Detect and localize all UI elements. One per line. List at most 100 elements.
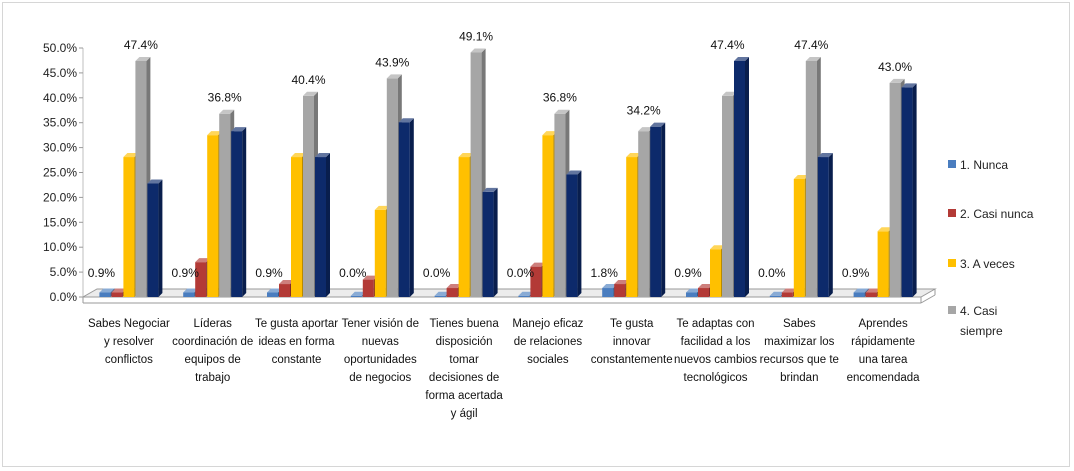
category-label: Sabes maximizar los recursos que te brindan — [760, 318, 839, 384]
data-label: 34.2% — [627, 104, 661, 118]
y-tick-label: 20.0% — [43, 190, 77, 204]
bar-front — [195, 262, 207, 297]
bar-top — [303, 91, 318, 96]
data-label: 0.9% — [674, 266, 702, 280]
bar-front — [470, 52, 482, 298]
bar-top — [650, 122, 666, 127]
data-label: 47.4% — [794, 38, 828, 52]
category-label-line: Sabes Negociar — [88, 318, 170, 330]
bar-top — [446, 284, 462, 289]
category-label-line: Te gusta aportar — [255, 318, 338, 330]
bar-top — [434, 291, 450, 296]
data-label: 36.8% — [208, 91, 242, 105]
legend-label: 3. A veces — [960, 257, 1015, 271]
data-label: 43.0% — [878, 60, 912, 74]
category-label-line: equipos de — [185, 354, 241, 366]
bar-front — [889, 82, 901, 297]
bar-front — [434, 295, 446, 297]
category-label-line: trabajo — [195, 372, 230, 384]
bar-top — [877, 227, 893, 232]
bar-top — [219, 109, 235, 114]
data-label: 0.9% — [255, 266, 283, 280]
bar-top — [805, 56, 821, 61]
category-label-line: encomendada — [847, 372, 920, 384]
bar-top — [901, 83, 917, 88]
bar-front — [698, 288, 709, 297]
category-label-line: coordinación de — [172, 336, 253, 348]
legend-swatch — [948, 306, 956, 314]
legend-swatch — [948, 259, 956, 267]
bar — [650, 122, 666, 298]
bar-top — [614, 280, 630, 285]
bar — [231, 127, 247, 297]
bar-top — [386, 74, 402, 79]
category-label: Tener visión de nuevas oportunidades de neg… — [342, 318, 419, 384]
category-label-line: rápidamente — [851, 336, 915, 348]
bar-front — [853, 292, 865, 297]
data-label: 0.9% — [88, 266, 116, 280]
category-label: Te gusta aportar ideas en forma constante — [255, 318, 338, 366]
y-tick-label: 35.0% — [43, 116, 77, 130]
bar-front — [901, 87, 913, 297]
data-label: 40.4% — [291, 73, 325, 87]
category-label: Sabes Negociar y resolver conflictos — [88, 318, 170, 366]
bar-front — [362, 279, 374, 297]
bar-top — [602, 284, 618, 289]
bar — [817, 153, 833, 297]
bar-top — [710, 245, 725, 250]
bar-front — [291, 157, 302, 297]
category-label-line: ideas en forma — [258, 336, 335, 348]
category-label-line: oportunidades — [344, 354, 417, 366]
bar-top — [398, 118, 414, 123]
bar-front — [686, 292, 697, 297]
bar-front — [626, 157, 638, 297]
bar-side — [493, 187, 498, 297]
bar-front — [554, 113, 566, 298]
bar-front — [446, 288, 458, 297]
category-label-line: Líderas — [194, 318, 233, 330]
bar-front — [614, 284, 626, 297]
bar-top — [207, 131, 223, 136]
bar-top — [135, 56, 151, 61]
y-tick-label: 5.0% — [50, 265, 78, 279]
category-label-line: tecnológicos — [684, 372, 748, 384]
y-tick-label: 25.0% — [43, 166, 77, 180]
bar-front — [769, 295, 781, 297]
bar-front — [147, 183, 159, 297]
bar-front — [135, 60, 147, 298]
bar-top — [865, 288, 881, 293]
bar-top — [267, 288, 282, 293]
category-label-line: constantemente — [591, 354, 673, 366]
y-tick-label: 30.0% — [43, 141, 77, 155]
bar-front — [650, 126, 662, 298]
bar-front — [315, 157, 326, 297]
bar-front — [303, 95, 314, 297]
y-tick-label: 50.0% — [43, 41, 77, 55]
bar-front — [267, 292, 278, 297]
bar-front — [722, 95, 733, 297]
data-label: 0.9% — [172, 266, 200, 280]
category-label-line: recursos que te — [760, 354, 839, 366]
bar-top — [518, 291, 534, 296]
data-label: 1.8% — [591, 266, 619, 280]
bar-top — [542, 131, 558, 136]
bar-top — [853, 288, 869, 293]
category-label-line: de relaciones — [514, 336, 583, 348]
bar-top — [638, 127, 654, 132]
bar-side — [745, 56, 749, 298]
bar-top — [315, 153, 330, 158]
category-label: Te adaptas con facilidad a los nuevos camb… — [674, 318, 757, 384]
y-tick-label: 45.0% — [43, 66, 77, 80]
bar-top — [769, 291, 785, 296]
bar-top — [793, 174, 809, 179]
y-tick-label: 10.0% — [43, 240, 77, 254]
category-label-line: una tarea — [859, 354, 908, 366]
category-label-line: Manejo eficaz — [512, 318, 583, 330]
bar-top — [279, 280, 294, 285]
bar-front — [123, 157, 135, 297]
floor-edge-depth — [920, 294, 936, 304]
category-label-line: sociales — [527, 354, 569, 366]
category-label-line: nuevos cambios — [674, 354, 757, 366]
bar-top — [530, 262, 546, 267]
